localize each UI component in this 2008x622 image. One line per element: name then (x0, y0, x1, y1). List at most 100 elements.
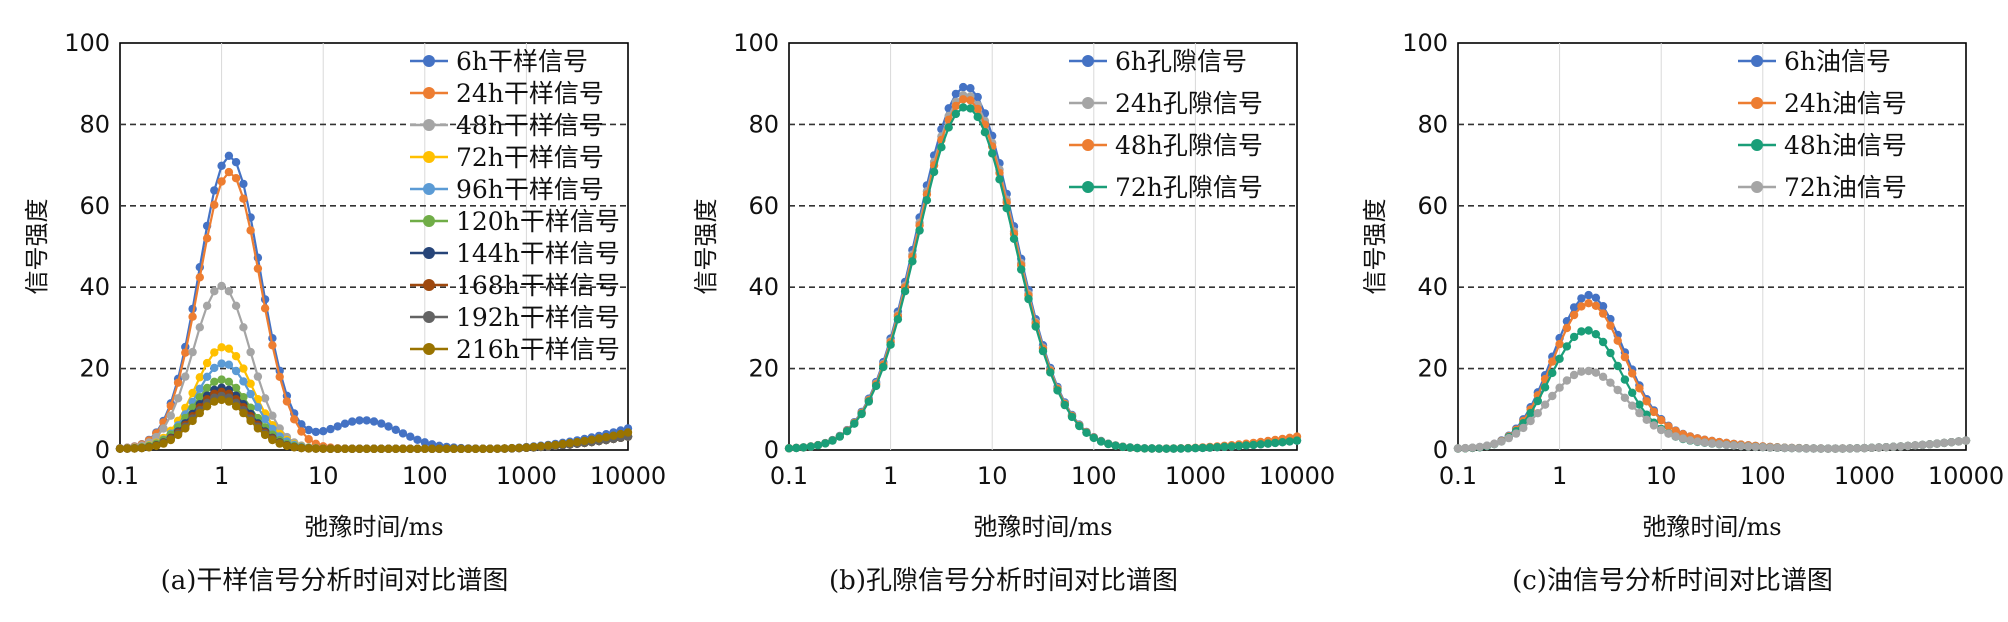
legend-label: 24h干样信号 (456, 79, 604, 108)
data-point (1657, 425, 1666, 435)
data-point (1198, 443, 1207, 453)
data-point (210, 200, 219, 209)
data-point (1111, 441, 1120, 450)
legend-item: 144h干样信号 (410, 239, 620, 268)
x-tick-label: 100 (1740, 462, 1786, 490)
y-tick-label: 60 (748, 192, 779, 220)
legend-item: 6h孔隙信号 (1069, 47, 1247, 76)
data-point (268, 411, 277, 420)
data-point (959, 103, 968, 112)
data-point (1664, 422, 1673, 431)
data-point (1700, 438, 1709, 447)
data-point (1598, 337, 1608, 347)
data-point (951, 101, 961, 111)
x-tick-label: 10000 (1928, 462, 2004, 490)
data-point (1468, 443, 1477, 452)
x-axis-label: 弛豫时间/ms (304, 513, 443, 541)
data-point (1140, 444, 1149, 453)
data-point (879, 362, 888, 372)
data-point (966, 96, 975, 105)
data-point (1628, 401, 1637, 410)
data-point (1940, 438, 1949, 448)
oil-signal-chart: 0 20 40 60 80 100 0.1 1 10 100 1000 10000 弛豫时间/ms 信号强… (1361, 29, 2004, 541)
data-point (1584, 290, 1593, 300)
data-point (348, 417, 357, 426)
data-point (246, 347, 255, 357)
data-point (188, 388, 197, 398)
data-point (1831, 444, 1840, 453)
data-point (406, 432, 415, 441)
data-point (1736, 441, 1746, 451)
data-point (1838, 444, 1847, 453)
data-point (1540, 383, 1550, 392)
data-point (1154, 444, 1164, 453)
x-axis-label: 弛豫时间/ms (973, 513, 1112, 541)
data-point (1540, 400, 1550, 409)
data-point (959, 82, 968, 92)
data-point (1823, 444, 1833, 453)
data-point (333, 422, 342, 431)
data-point (217, 343, 226, 352)
data-point (813, 441, 823, 450)
legend-marker (423, 247, 435, 259)
data-point (573, 437, 582, 447)
data-point (231, 383, 241, 393)
data-point (246, 379, 255, 388)
data-point (1125, 443, 1135, 452)
data-point (210, 377, 219, 386)
data-point (536, 442, 546, 451)
data-point (413, 435, 422, 444)
legend-label: 48h油信号 (1784, 131, 1907, 160)
data-series (115, 395, 633, 453)
data-point (239, 194, 248, 203)
y-tick-label: 0 (1433, 436, 1448, 464)
data-point (1635, 384, 1644, 393)
data-point (609, 431, 618, 440)
data-point (268, 435, 277, 445)
data-point (384, 444, 393, 453)
data-point (202, 234, 212, 243)
data-point (173, 378, 183, 387)
data-point (951, 89, 961, 99)
data-point (1693, 437, 1702, 446)
data-point (246, 226, 255, 235)
data-point (340, 419, 350, 428)
data-point (908, 257, 917, 266)
data-point (246, 389, 255, 399)
legend-label: 216h干样信号 (456, 335, 620, 364)
legend-item: 6h干样信号 (410, 47, 588, 76)
legend-item: 72h油信号 (1738, 173, 1907, 202)
data-point (1918, 440, 1927, 450)
data-point (362, 416, 371, 425)
data-point (231, 174, 241, 183)
data-point (1954, 437, 1963, 446)
data-series (1453, 366, 1971, 453)
data-point (304, 444, 313, 453)
data-point (181, 348, 190, 357)
legend-item: 96h干样信号 (410, 175, 604, 204)
data-point (202, 372, 212, 381)
data-point (821, 439, 830, 448)
legend-label: 72h孔隙信号 (1115, 173, 1263, 202)
data-point (210, 287, 219, 296)
data-point (1555, 354, 1564, 363)
data-point (355, 416, 364, 425)
data-point (587, 435, 596, 444)
data-point (1256, 440, 1265, 449)
y-tick-label: 20 (748, 355, 779, 383)
data-point (1635, 408, 1644, 418)
data-point (130, 444, 139, 453)
data-point (915, 226, 924, 235)
data-point (1118, 442, 1127, 452)
x-tick-label: 10 (308, 462, 339, 490)
data-point (500, 444, 509, 453)
legend-marker (1082, 181, 1094, 193)
data-point (551, 440, 560, 450)
legend-item: 48h干样信号 (410, 111, 604, 140)
legend-item: 24h干样信号 (410, 79, 604, 108)
data-point (1577, 302, 1586, 311)
data-point (1860, 443, 1869, 453)
data-point (1242, 441, 1251, 450)
data-point (580, 436, 589, 446)
y-axis-label: 信号强度 (1361, 199, 1389, 295)
